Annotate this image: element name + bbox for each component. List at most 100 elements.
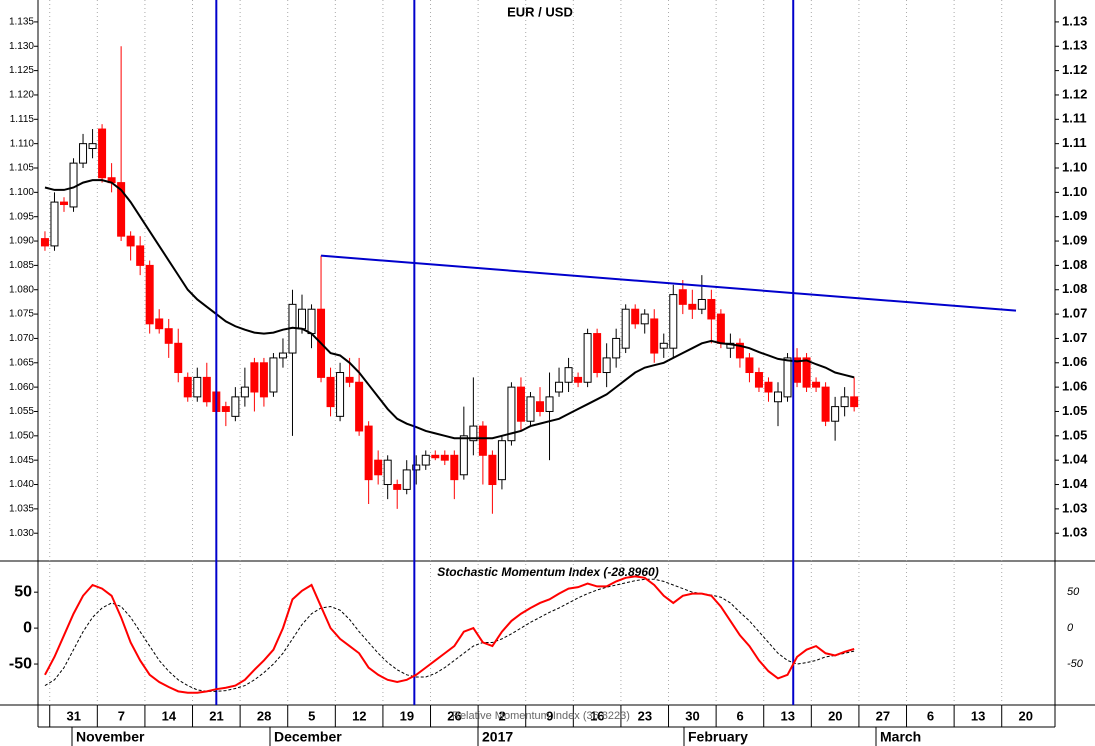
y2-tick-label: 1.03 — [1062, 500, 1087, 515]
candle-body — [221, 406, 230, 412]
candle-body — [621, 308, 630, 349]
indicator-tick-label: 0 — [23, 619, 32, 636]
candle-body — [240, 386, 249, 398]
candle-body — [536, 401, 544, 412]
candle-body — [497, 440, 506, 481]
candle-body — [307, 308, 316, 335]
y-tick-label: 1.090 — [9, 236, 34, 247]
x-tick-label: 9 — [546, 708, 553, 723]
x-tick-label: 30 — [685, 708, 699, 723]
candle-body — [697, 298, 706, 310]
candle-body — [421, 454, 430, 466]
candle-body — [440, 454, 449, 461]
y2-tick-label: 1.07 — [1062, 306, 1087, 321]
x-tick-label: 20 — [1018, 708, 1032, 723]
x-tick-label: 12 — [352, 708, 366, 723]
trendline — [320, 254, 1017, 312]
candle-body — [231, 396, 240, 417]
candle-body — [374, 459, 383, 476]
y-tick-label: 1.115 — [10, 114, 35, 125]
x-tick-label: 16 — [590, 708, 604, 723]
candle-body — [545, 396, 554, 412]
x-tick-label: 31 — [66, 708, 80, 723]
candle-body — [40, 238, 49, 247]
candle-body — [669, 294, 678, 349]
candle-body — [583, 333, 592, 383]
candle-body — [402, 469, 411, 490]
x-tick-label: 13 — [780, 708, 794, 723]
y2-tick-label: 1.07 — [1062, 330, 1087, 345]
candle-body — [298, 308, 306, 330]
y-tick-label: 1.120 — [9, 90, 34, 101]
candle-body — [555, 381, 564, 393]
y-tick-label: 1.065 — [9, 357, 34, 368]
y-tick-label: 1.130 — [9, 41, 34, 52]
y2-tick-label: 1.08 — [1062, 281, 1087, 296]
candle-body — [564, 367, 573, 383]
candle-body — [650, 318, 659, 354]
y-tick-label: 1.030 — [9, 528, 34, 539]
y2-tick-label: 1.11 — [1062, 111, 1087, 126]
candle-body — [431, 454, 440, 459]
candle-body — [840, 396, 849, 408]
month-label: 2017 — [482, 729, 513, 745]
smi-line — [44, 575, 855, 694]
candle-body — [269, 357, 278, 393]
indicator-tick-label-right: 50 — [1067, 586, 1080, 598]
x-tick-label: 26 — [447, 708, 461, 723]
candle-body — [850, 396, 859, 408]
overlay-label: Relative Momentum Index (36.8223) — [452, 710, 630, 722]
y-tick-label: 1.060 — [9, 382, 34, 393]
candle-body — [507, 386, 516, 442]
x-tick-label: 6 — [927, 708, 934, 723]
candle-body — [764, 381, 773, 393]
month-label: November — [76, 729, 145, 745]
indicator-tick-label: 50 — [14, 583, 32, 600]
y2-tick-label: 1.06 — [1062, 354, 1087, 369]
y-tick-label: 1.095 — [9, 211, 34, 222]
candle-body — [326, 376, 335, 408]
x-tick-label: 14 — [162, 708, 177, 723]
indicator-tick-label: -50 — [9, 655, 32, 672]
candle-body — [88, 143, 97, 150]
candle-body — [488, 454, 497, 486]
candle-body — [355, 381, 364, 432]
candle-body — [383, 459, 392, 486]
y-tick-label: 1.085 — [9, 260, 34, 271]
y2-tick-label: 1.11 — [1062, 135, 1087, 150]
candle-body — [117, 182, 126, 237]
x-tick-label: 20 — [828, 708, 842, 723]
candle-body — [640, 313, 649, 325]
candle-body — [459, 435, 468, 476]
candle-body — [136, 245, 145, 266]
y-tick-label: 1.105 — [9, 163, 34, 174]
candle-body — [145, 264, 154, 325]
candle-body — [345, 376, 354, 383]
candle-body — [688, 303, 697, 310]
y2-tick-label: 1.09 — [1062, 208, 1087, 223]
candle-body — [250, 362, 259, 393]
y-tick-label: 1.100 — [9, 187, 34, 198]
y-tick-label: 1.040 — [9, 479, 34, 490]
candle-body — [526, 396, 535, 422]
x-tick-label: 19 — [400, 708, 414, 723]
candle-body — [478, 425, 487, 456]
y-tick-label: 1.080 — [9, 284, 34, 295]
y-tick-label: 1.110 — [10, 138, 35, 149]
y-tick-label: 1.135 — [9, 17, 34, 28]
candle-body — [774, 391, 782, 403]
candle-body — [831, 406, 840, 422]
candle-body — [364, 425, 373, 481]
x-tick-label: 21 — [209, 708, 223, 723]
y2-tick-label: 1.13 — [1062, 13, 1087, 28]
x-tick-label: 13 — [971, 708, 985, 723]
chart-title: EUR / USD — [507, 4, 573, 19]
candle-body — [612, 337, 621, 359]
candle-body — [126, 235, 135, 247]
candle-body — [593, 333, 602, 374]
candle-body — [69, 162, 78, 208]
x-tick-label: 5 — [308, 708, 315, 723]
y-tick-label: 1.035 — [9, 504, 34, 515]
